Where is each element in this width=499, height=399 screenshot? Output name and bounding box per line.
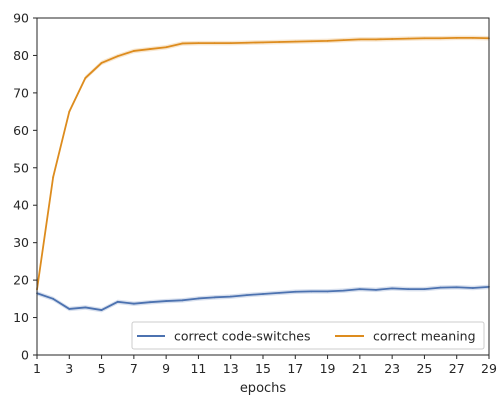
y-tick-label: 60 <box>13 123 29 138</box>
data-point <box>197 42 200 44</box>
data-point <box>100 62 103 64</box>
plot-frame <box>36 17 490 356</box>
data-point <box>245 294 248 296</box>
x-tick-label: 15 <box>255 361 271 376</box>
x-tick-label: 3 <box>65 361 73 376</box>
data-point <box>407 37 410 40</box>
x-tick-label: 19 <box>320 361 336 376</box>
data-point <box>68 308 71 310</box>
data-point <box>229 42 232 44</box>
data-point <box>358 38 361 41</box>
legend-label-0: correct code-switches <box>174 329 311 344</box>
data-point <box>455 36 458 39</box>
data-point <box>84 306 87 309</box>
data-point <box>245 41 248 44</box>
y-tick-label: 50 <box>13 160 29 175</box>
data-point <box>391 287 394 290</box>
data-point <box>116 300 119 303</box>
data-point <box>326 39 329 42</box>
data-point <box>149 48 151 50</box>
x-tick-label: 1 <box>33 361 41 376</box>
data-point <box>197 297 200 300</box>
data-point <box>68 110 71 113</box>
data-point <box>262 293 264 295</box>
data-point <box>294 40 297 43</box>
data-point <box>213 296 216 299</box>
x-tick-label: 7 <box>130 361 138 376</box>
data-point <box>342 39 345 41</box>
data-point <box>423 37 426 40</box>
x-tick-label: 21 <box>352 361 368 376</box>
data-point <box>326 290 329 293</box>
data-point <box>149 301 151 304</box>
y-tick-label: 70 <box>13 85 29 100</box>
data-point <box>391 38 394 40</box>
x-axis-title: epochs <box>240 381 287 396</box>
series-band-0 <box>37 284 489 313</box>
data-point <box>310 40 313 43</box>
y-tick-label: 10 <box>13 310 29 325</box>
data-point <box>471 287 474 289</box>
data-point <box>229 295 232 298</box>
x-tick-label: 17 <box>287 361 303 376</box>
series-line-1 <box>36 36 490 290</box>
data-point <box>213 42 216 44</box>
data-point <box>132 50 135 52</box>
data-point <box>165 300 168 302</box>
data-point <box>165 46 168 49</box>
plot-area <box>36 35 490 313</box>
x-tick-label: 13 <box>223 361 239 376</box>
x-tick-label: 5 <box>98 361 106 376</box>
data-point <box>439 286 442 289</box>
data-point <box>52 176 55 179</box>
y-tick-label: 80 <box>13 48 29 63</box>
x-tick-label: 23 <box>384 361 400 376</box>
data-point <box>181 299 184 302</box>
x-tick-label: 29 <box>481 361 497 376</box>
x-tick-label: 11 <box>190 361 206 376</box>
data-point <box>84 77 87 79</box>
y-tick-label: 20 <box>13 273 29 288</box>
data-point <box>375 288 377 291</box>
data-point <box>342 289 345 292</box>
y-tick-label: 0 <box>21 348 29 363</box>
data-point <box>278 41 281 43</box>
data-point <box>181 42 184 45</box>
legend-label-1: correct meaning <box>373 329 476 344</box>
data-point <box>132 302 135 305</box>
data-point <box>358 288 361 290</box>
data-point <box>294 290 297 293</box>
y-tick-label: 90 <box>13 11 29 26</box>
data-point <box>471 36 474 39</box>
data-point <box>278 291 281 294</box>
data-point <box>423 288 426 290</box>
x-tick-label: 27 <box>449 361 465 376</box>
data-point <box>455 286 458 289</box>
data-point <box>116 55 119 58</box>
legend: correct code-switches correct meaning <box>131 321 485 350</box>
y-tick-label: 40 <box>13 198 29 213</box>
series-band-1 <box>37 35 489 292</box>
data-point <box>310 290 313 293</box>
data-point <box>262 41 264 44</box>
x-tick-label: 25 <box>416 361 432 376</box>
data-point <box>407 288 410 290</box>
y-tick-label: 30 <box>13 235 29 250</box>
x-tick-label: 9 <box>162 361 170 376</box>
data-point <box>100 309 103 311</box>
data-point <box>439 37 442 40</box>
legend-box <box>131 321 485 350</box>
data-point <box>375 38 377 41</box>
data-point <box>52 297 55 300</box>
